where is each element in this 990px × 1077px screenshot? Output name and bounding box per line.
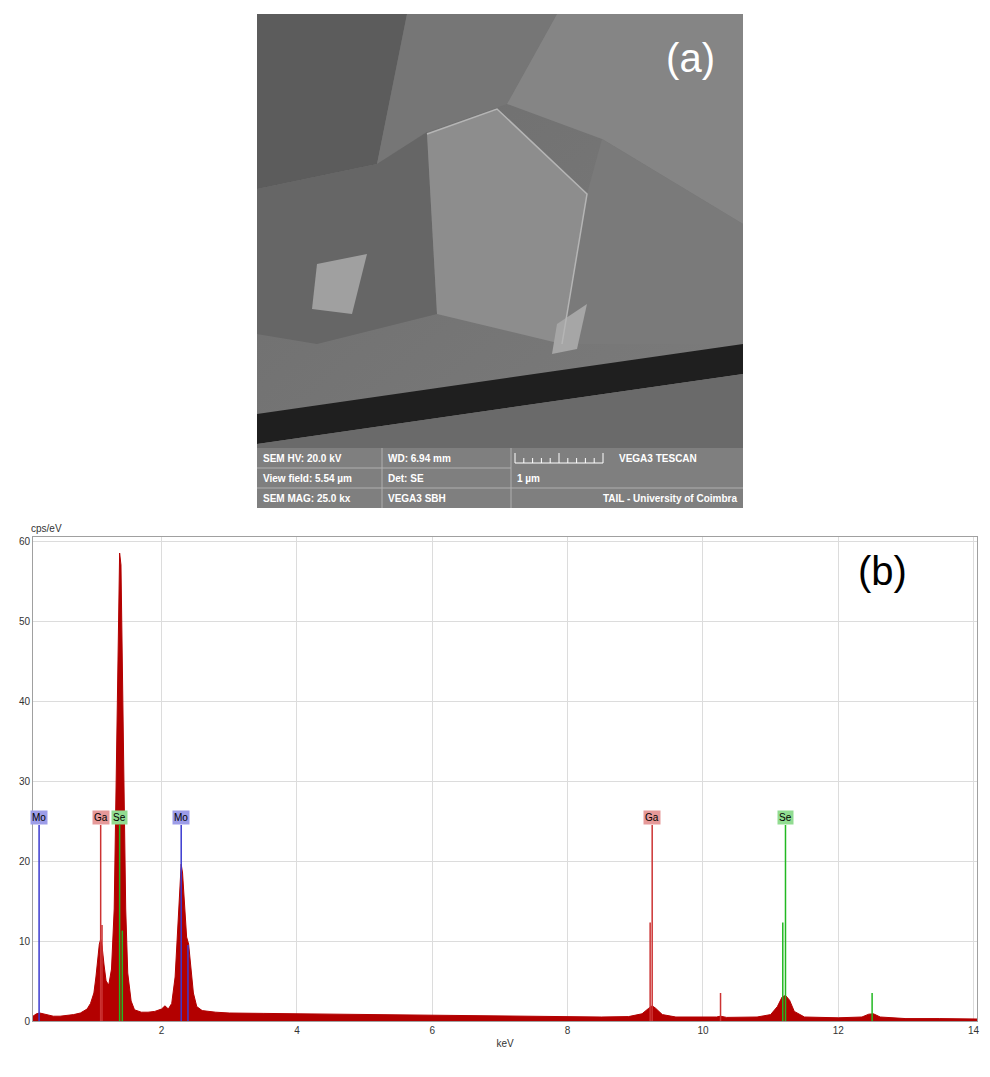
svg-text:Mo: Mo (174, 812, 188, 823)
svg-text:Mo: Mo (32, 812, 46, 823)
svg-text:0: 0 (24, 1016, 30, 1027)
svg-text:10: 10 (19, 936, 31, 947)
svg-text:4: 4 (294, 1025, 300, 1036)
svg-text:(a): (a) (666, 36, 715, 80)
svg-text:6: 6 (429, 1025, 435, 1036)
svg-text:(b): (b) (858, 549, 907, 593)
svg-text:TAIL - University of Coimbra: TAIL - University of Coimbra (603, 493, 738, 504)
svg-text:Se: Se (113, 812, 126, 823)
svg-text:60: 60 (19, 536, 31, 547)
svg-text:20: 20 (19, 856, 31, 867)
svg-text:Ga: Ga (645, 812, 659, 823)
svg-text:10: 10 (697, 1025, 709, 1036)
svg-text:12: 12 (833, 1025, 845, 1036)
svg-text:VEGA3 TESCAN: VEGA3 TESCAN (619, 453, 697, 464)
svg-text:View field: 5.54 µm: View field: 5.54 µm (263, 473, 352, 484)
svg-text:30: 30 (19, 776, 31, 787)
svg-text:SEM MAG: 25.0 kx: SEM MAG: 25.0 kx (263, 493, 351, 504)
svg-text:Ga: Ga (94, 812, 108, 823)
svg-text:Se: Se (779, 812, 792, 823)
svg-text:8: 8 (565, 1025, 571, 1036)
svg-text:VEGA3 SBH: VEGA3 SBH (388, 493, 446, 504)
svg-text:WD: 6.94 mm: WD: 6.94 mm (388, 453, 451, 464)
svg-text:2: 2 (159, 1025, 165, 1036)
svg-text:1 µm: 1 µm (517, 473, 540, 484)
svg-text:50: 50 (19, 616, 31, 627)
svg-text:14: 14 (968, 1025, 980, 1036)
svg-text:cps/eV: cps/eV (31, 523, 62, 534)
svg-text:40: 40 (19, 696, 31, 707)
svg-text:keV: keV (496, 1038, 514, 1049)
svg-text:SEM HV: 20.0 kV: SEM HV: 20.0 kV (263, 453, 342, 464)
svg-text:Det: SE: Det: SE (388, 473, 424, 484)
